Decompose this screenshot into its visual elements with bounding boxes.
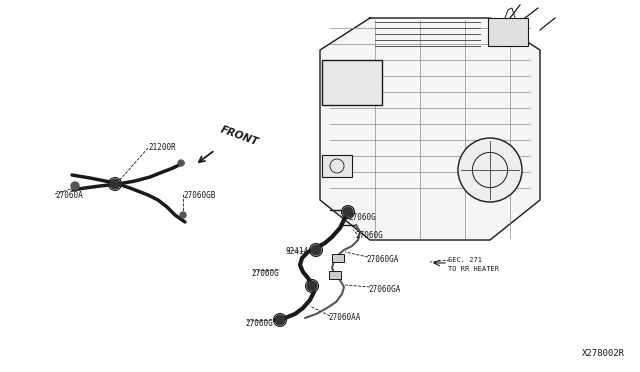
Circle shape (311, 245, 321, 255)
Circle shape (458, 138, 522, 202)
Text: 21200R: 21200R (148, 144, 176, 153)
Text: 27060A: 27060A (55, 192, 83, 201)
Text: TO RR HEATER: TO RR HEATER (448, 266, 499, 272)
Polygon shape (320, 18, 540, 240)
Text: SEC. 271: SEC. 271 (448, 257, 482, 263)
FancyBboxPatch shape (488, 18, 528, 46)
Circle shape (71, 182, 79, 190)
FancyBboxPatch shape (332, 254, 344, 262)
Circle shape (110, 179, 120, 189)
Text: 27060GB: 27060GB (183, 192, 216, 201)
Circle shape (180, 212, 186, 218)
Circle shape (275, 315, 285, 325)
Text: X278002R: X278002R (582, 349, 625, 358)
Text: 27060G: 27060G (251, 269, 279, 278)
FancyBboxPatch shape (322, 60, 382, 105)
FancyBboxPatch shape (322, 155, 352, 177)
Text: 27060G: 27060G (245, 318, 273, 327)
Text: 27060GA: 27060GA (366, 254, 398, 263)
Text: 27060G: 27060G (355, 231, 383, 241)
Circle shape (307, 281, 317, 291)
Text: 92414: 92414 (285, 247, 308, 257)
Text: FRONT: FRONT (219, 124, 260, 147)
FancyBboxPatch shape (329, 271, 341, 279)
Text: 27060G: 27060G (348, 214, 376, 222)
Circle shape (178, 160, 184, 166)
Text: 27060AA: 27060AA (328, 314, 360, 323)
Text: 27060GA: 27060GA (368, 285, 401, 294)
Circle shape (343, 207, 353, 217)
